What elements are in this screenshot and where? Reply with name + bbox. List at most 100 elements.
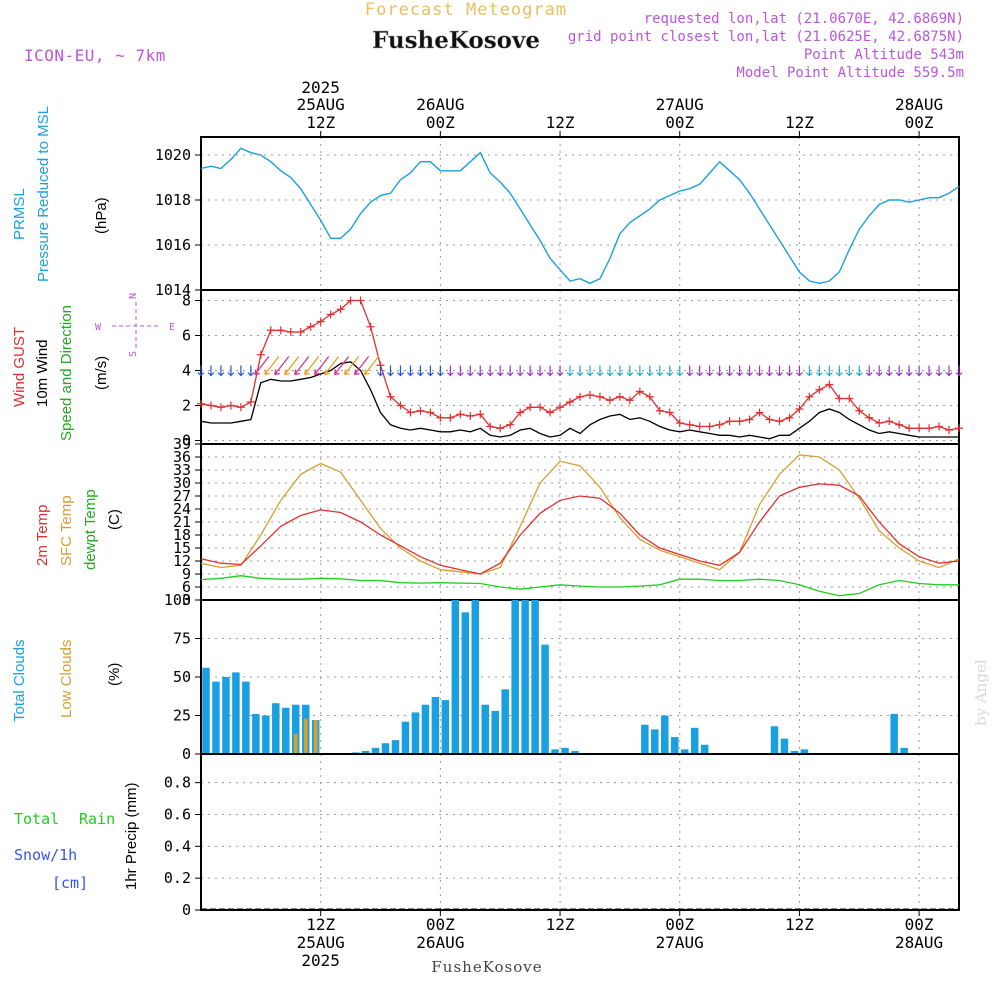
- wind-barb-20: [397, 365, 404, 377]
- gust-marker-62: [815, 385, 824, 394]
- gust-marker-61: [805, 392, 814, 401]
- watermark: by Angel: [972, 659, 990, 726]
- gust-marker-36: [556, 403, 565, 412]
- requested-coords: requested lon,lat (21.0670E, 42.6869N): [644, 11, 964, 27]
- temp-side-labels: 2m Temp SFC Temp dewpt Temp (C): [34, 489, 123, 570]
- temp-unit: (C): [106, 509, 123, 530]
- gust-marker-32: [516, 408, 525, 417]
- temp-ytick-6: 21: [173, 513, 191, 531]
- gust-marker-57: [765, 415, 774, 424]
- total-cloud-bar-22: [421, 704, 430, 754]
- wind-barb-17: [363, 356, 380, 376]
- wind-barb-28: [476, 365, 484, 377]
- temp-ytick-9: 30: [173, 474, 191, 492]
- gust-marker-22: [416, 406, 425, 415]
- gust-marker-27: [466, 412, 475, 420]
- gust-marker-0: [197, 399, 205, 408]
- pressure-label-2: Pressure Reduced to MSL: [35, 106, 52, 282]
- gust-marker-12: [316, 317, 325, 326]
- clouds-panel: 0 25 50 75 100: [164, 591, 960, 763]
- total-cloud-bar-60: [800, 749, 809, 754]
- wind-barb-1: [207, 365, 215, 377]
- gust-marker-4: [236, 403, 245, 412]
- wind-barb-56: [756, 365, 763, 377]
- gust-marker-38: [576, 392, 584, 401]
- top-axis-date-5: 28AUG: [895, 95, 943, 114]
- wind-barb-53: [726, 365, 734, 377]
- gust-marker-68: [875, 419, 884, 427]
- gust-marker-40: [595, 392, 604, 401]
- wind-barb-51: [706, 365, 714, 377]
- gust-marker-9: [286, 328, 295, 336]
- gust-marker-58: [775, 417, 784, 426]
- model-altitude: Model Point Altitude 559.5m: [736, 65, 964, 81]
- total-cloud-bar-26: [461, 612, 470, 754]
- total-cloud-bar-28: [481, 704, 489, 754]
- gust-marker-26: [456, 410, 465, 419]
- wind-barb-64: [835, 365, 843, 377]
- precip-side-labels: Total Rain Snow/1h [cm] 1hr Precip (mm): [14, 782, 140, 892]
- total-cloud-bar-17: [371, 747, 380, 754]
- wind-barb-70: [895, 365, 903, 377]
- wind-label: 10m Wind: [34, 339, 51, 407]
- wind-barb-39: [586, 365, 594, 377]
- gust-line: [200, 299, 960, 431]
- total-cloud-bar-33: [531, 600, 539, 754]
- temp-ytick-7: 24: [173, 500, 191, 518]
- gust-marker-47: [665, 408, 674, 417]
- wind-barb-54: [736, 365, 744, 377]
- sfc-label: SFC Temp: [58, 495, 75, 566]
- sfc-temp-line: [200, 454, 960, 575]
- total-cloud-bar-20: [401, 721, 410, 754]
- t2m-line: [200, 483, 960, 575]
- top-axis-hour-1: 00Z: [426, 113, 455, 132]
- compass-w: W: [95, 322, 102, 333]
- bottom-axis-hour-3: 00Z: [665, 915, 694, 934]
- gust-marker-70: [895, 420, 904, 429]
- temp-ytick-8: 27: [173, 487, 191, 505]
- gust-marker-11: [306, 322, 315, 331]
- wind-barb-27: [466, 365, 474, 377]
- dewpt-label: dewpt Temp: [82, 489, 99, 570]
- wind-unit: (m/s): [93, 356, 110, 390]
- gust-marker-53: [725, 417, 734, 426]
- gust-marker-19: [386, 392, 395, 401]
- wind-barb-3: [227, 365, 235, 377]
- clouds-ytick-3: 75: [173, 630, 191, 648]
- precip-ytick-3: 0.6: [164, 805, 191, 823]
- temp-ytick-3: 12: [173, 552, 191, 570]
- bottom-axis-hour-1: 00Z: [426, 915, 455, 934]
- gust-marker-24: [436, 413, 445, 422]
- gust-marker-49: [685, 420, 694, 429]
- total-cloud-bar-69: [890, 713, 898, 754]
- gust-marker-33: [526, 403, 535, 412]
- total-clouds-label: Total Clouds: [11, 639, 28, 722]
- gust-marker-7: [266, 326, 275, 335]
- bottom-axis-hour-2: 12Z: [546, 915, 575, 934]
- total-cloud-bar-8: [282, 707, 290, 754]
- gust-marker-44: [635, 387, 644, 396]
- pressure-ytick-1: 1016: [155, 236, 191, 254]
- wind-barb-36: [556, 365, 564, 377]
- total-cloud-bar-19: [391, 740, 400, 754]
- wind-barb-35: [546, 365, 554, 377]
- forecast-title: Forecast Meteogram: [365, 0, 567, 20]
- total-cloud-bar-29: [491, 710, 499, 754]
- gust-marker-1: [206, 401, 215, 410]
- gust-marker-29: [486, 422, 495, 431]
- bottom-axis-date-5: 28AUG: [895, 933, 943, 952]
- rain-label: Rain: [79, 810, 115, 828]
- clouds-ytick-2: 50: [173, 668, 191, 686]
- low-cloud-bar-9: [293, 733, 298, 754]
- location-title: FusheKosove: [372, 27, 540, 54]
- wind-barb-55: [746, 365, 753, 377]
- gust-marker-50: [695, 422, 704, 431]
- top-axis-year-0: 2025: [301, 78, 340, 97]
- wind-barb-12: [314, 356, 330, 376]
- gust-marker-74: [935, 422, 944, 431]
- wind-barb-2: [217, 365, 225, 377]
- total-cloud-bar-37: [571, 750, 579, 754]
- wind-barb-45: [646, 365, 654, 377]
